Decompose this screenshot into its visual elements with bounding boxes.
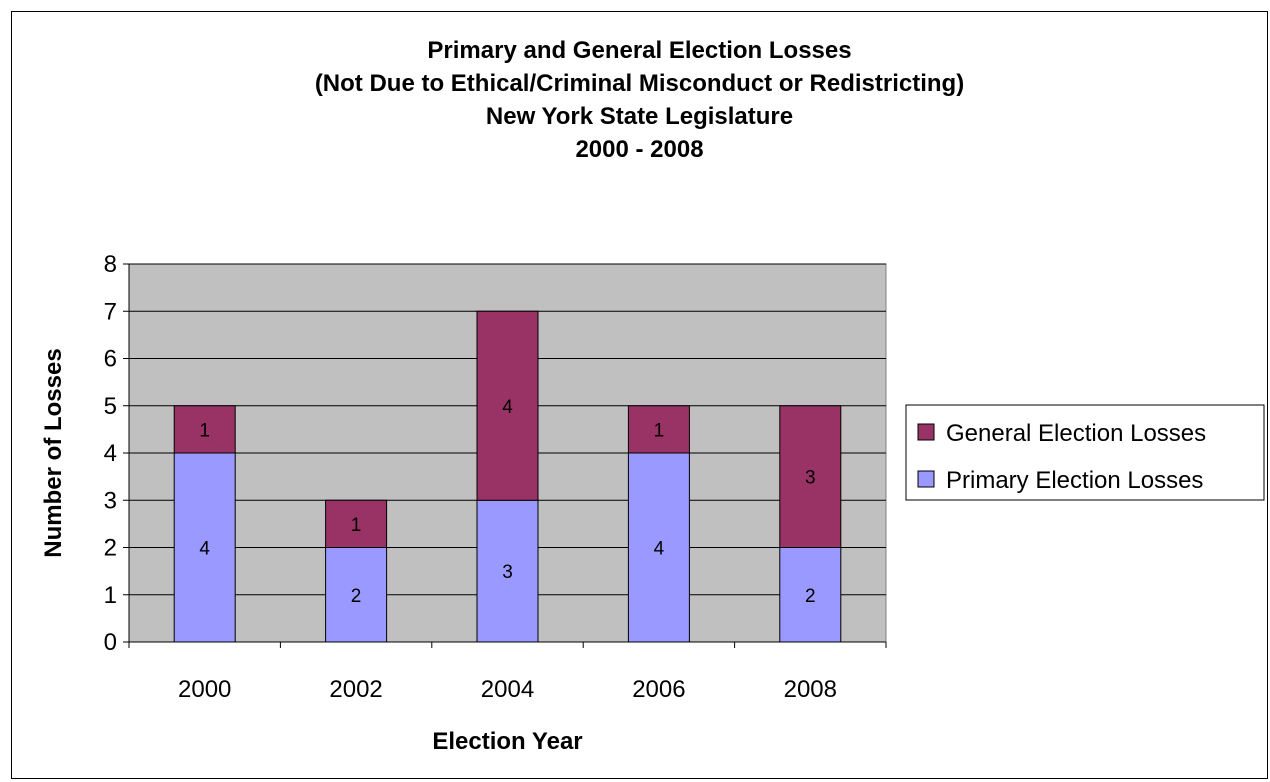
x-axis-title: Election Year (432, 728, 582, 755)
y-tick-label: 0 (104, 629, 117, 656)
legend-label: Primary Election Losses (946, 467, 1203, 494)
chart-title-line-4: 2000 - 2008 (575, 136, 704, 163)
chart-title-line-2: (Not Due to Ethical/Criminal Misconduct … (314, 70, 965, 97)
legend: General Election Losses Primary Election … (905, 404, 1265, 501)
data-label: 1 (654, 420, 665, 441)
bar-general-2000 (173, 405, 236, 454)
data-label: 3 (502, 562, 513, 583)
legend-box (905, 404, 1265, 501)
legend-label: General Election Losses (946, 420, 1206, 447)
data-label: 2 (351, 586, 362, 607)
y-tick-label: 2 (104, 535, 117, 562)
x-tick-label: 2002 (329, 676, 382, 703)
bar-primary-2006 (627, 452, 690, 643)
x-tick-label: 2004 (481, 676, 534, 703)
y-tick-label: 3 (104, 487, 117, 514)
x-tick-label: 2008 (784, 676, 837, 703)
x-tick-label: 2006 (632, 676, 685, 703)
chart-title-line-3: New York State Legislature (485, 103, 794, 130)
data-label: 4 (199, 539, 210, 560)
y-tick-label: 6 (104, 346, 117, 373)
legend-swatch-primary (917, 470, 935, 488)
y-tick-label: 4 (104, 440, 117, 467)
y-tick-label: 7 (104, 298, 117, 325)
bar-general-2004 (476, 310, 539, 501)
data-label: 1 (351, 515, 362, 536)
data-label: 4 (654, 539, 665, 560)
chart-title-line-1: Primary and General Election Losses (427, 37, 852, 64)
y-tick-label: 1 (104, 582, 117, 609)
data-label: 4 (502, 397, 513, 418)
bar-general-2008 (779, 405, 842, 548)
legend-swatch-general (917, 423, 935, 441)
data-label: 1 (199, 420, 210, 441)
x-tick-label: 2000 (178, 676, 231, 703)
chart-title: Primary and General Election Losses (Not… (11, 34, 1268, 166)
bar-primary-2004 (476, 499, 539, 643)
data-label: 2 (805, 586, 816, 607)
bar-general-2002 (325, 499, 388, 548)
y-axis-title: Number of Losses (40, 348, 67, 557)
y-tick-label: 8 (104, 251, 117, 278)
bar-general-2006 (627, 405, 690, 454)
axes: 0 1 2 3 4 5 6 7 8 2000 2002 2004 2006 2008 (104, 251, 887, 703)
bar-primary-2000 (173, 452, 236, 643)
bars: 4 1 2 1 3 4 4 1 2 3 (173, 310, 842, 643)
data-label: 3 (805, 468, 816, 489)
y-tick-label: 5 (104, 393, 117, 420)
bar-primary-2002 (325, 547, 388, 643)
